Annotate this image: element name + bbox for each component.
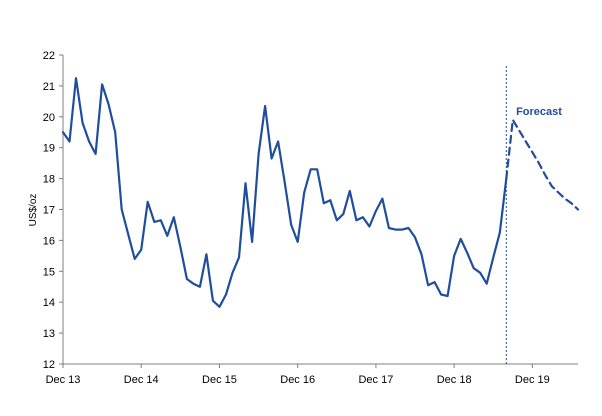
y-tick-label-22: 22 — [43, 50, 55, 62]
y-axis-label: US$/oz — [28, 194, 39, 227]
forecast-series-line — [505, 118, 580, 211]
historical-series-line — [61, 77, 508, 308]
y-tick-label-17: 17 — [43, 205, 55, 217]
y-tick-label-14: 14 — [43, 297, 55, 309]
x-tick-label-dec-13: Dec 13 — [46, 374, 81, 386]
y-tick-label-19: 19 — [43, 143, 55, 155]
y-tick-label-20: 20 — [43, 112, 55, 124]
y-tick-label-16: 16 — [43, 235, 55, 247]
plot-area: 12 13 14 15 16 17 18 19 20 21 22 Dec 13 Dec 14 Dec 15… — [43, 50, 580, 386]
x-tick-label-dec-14: Dec 14 — [124, 374, 159, 386]
y-tick-label-18: 18 — [43, 174, 55, 186]
forecast-annotation: Forecast — [516, 106, 562, 118]
y-tick-label-13: 13 — [43, 328, 55, 340]
x-tick-label-dec-18: Dec 18 — [437, 374, 472, 386]
y-tick-label-15: 15 — [43, 266, 55, 278]
x-tick-label-dec-15: Dec 15 — [202, 374, 237, 386]
y-tick-label-12: 12 — [43, 359, 55, 371]
y-tick-label-21: 21 — [43, 81, 55, 93]
x-tick-label-dec-17: Dec 17 — [358, 374, 393, 386]
x-tick-label-dec-16: Dec 16 — [280, 374, 315, 386]
x-tick-label-dec-19: Dec 19 — [515, 374, 550, 386]
